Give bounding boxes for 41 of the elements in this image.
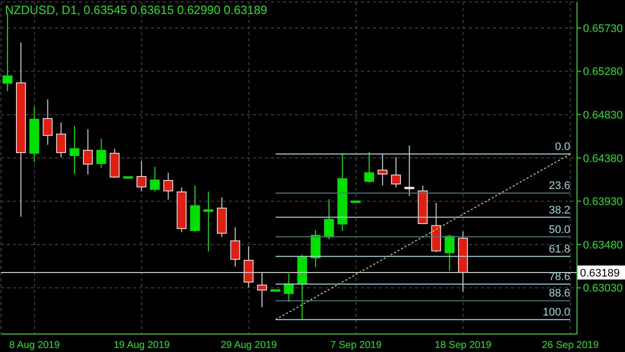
- annotation: 100.0: [542, 306, 570, 319]
- annotation: 61.8: [548, 243, 570, 256]
- candlestick: [136, 160, 146, 192]
- x-tick-label: 26 Sep 2019: [542, 340, 600, 352]
- candlestick: [110, 148, 120, 179]
- candlestick: [56, 122, 66, 158]
- annotation: 88.6: [548, 288, 570, 300]
- y-tick-label: 0.65280: [583, 66, 623, 78]
- candlestick: [163, 172, 174, 200]
- annotation: 0.0: [555, 141, 570, 154]
- candlestick: [444, 234, 454, 272]
- annotation: 50.0: [548, 224, 570, 236]
- candlestick: [364, 151, 374, 184]
- y-tick-label: 0.64380: [583, 152, 623, 165]
- x-tick-label: 18 Sep 2019: [434, 340, 492, 352]
- y-tick-label: 0.64830: [583, 109, 623, 122]
- candlestick: [42, 98, 53, 146]
- x-tick-label: 7 Sep 2019: [330, 340, 382, 352]
- candlestick: [324, 198, 334, 240]
- x-tick-label: 8 Aug 2019: [9, 340, 60, 352]
- candlestick: [378, 153, 388, 186]
- candlestick: [70, 126, 80, 174]
- annotation: 78.6: [548, 271, 570, 284]
- x-tick-label: 29 Aug 2019: [220, 340, 278, 352]
- ref-line-label: 0.63189: [580, 268, 620, 280]
- candlestick: [310, 229, 320, 268]
- candlestick: [230, 226, 240, 268]
- candlestick: [391, 156, 401, 188]
- annotation: 23.6: [548, 180, 570, 192]
- candlestick: [150, 166, 160, 192]
- y-tick-label: 0.63030: [583, 282, 623, 295]
- candlestick: [404, 145, 414, 196]
- candlestick: [82, 128, 93, 175]
- annotation: 38.2: [548, 204, 570, 216]
- y-tick-label: 0.63480: [583, 239, 623, 252]
- y-tick-label: 0.63930: [583, 196, 623, 208]
- chart-title: NZDUSD, D1, 0.63545 0.63615 0.62990 0.63189: [5, 3, 268, 17]
- y-tick-label: 0.65730: [583, 22, 623, 35]
- candlestick: [96, 138, 106, 168]
- candlestick: [204, 191, 214, 252]
- x-tick-label: 19 Aug 2019: [114, 340, 170, 352]
